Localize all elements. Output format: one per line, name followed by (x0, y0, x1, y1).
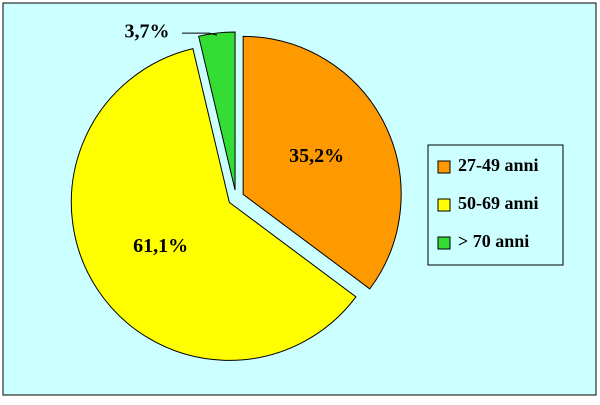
pie-slice (242, 35, 402, 290)
legend-label: 50-69 anni (458, 193, 539, 213)
data-label: 3,7% (124, 21, 169, 43)
legend-swatch (437, 236, 451, 250)
legend-label: 27-49 anni (458, 155, 539, 175)
data-label: 35,2% (289, 145, 344, 167)
data-label: 61,1% (133, 235, 188, 257)
pie-slice (70, 48, 357, 361)
legend-swatch (437, 198, 451, 212)
legend-swatch (437, 160, 451, 174)
legend-label: > 70 anni (458, 231, 529, 251)
leader-line (181, 32, 218, 36)
pie-slice (198, 31, 236, 191)
